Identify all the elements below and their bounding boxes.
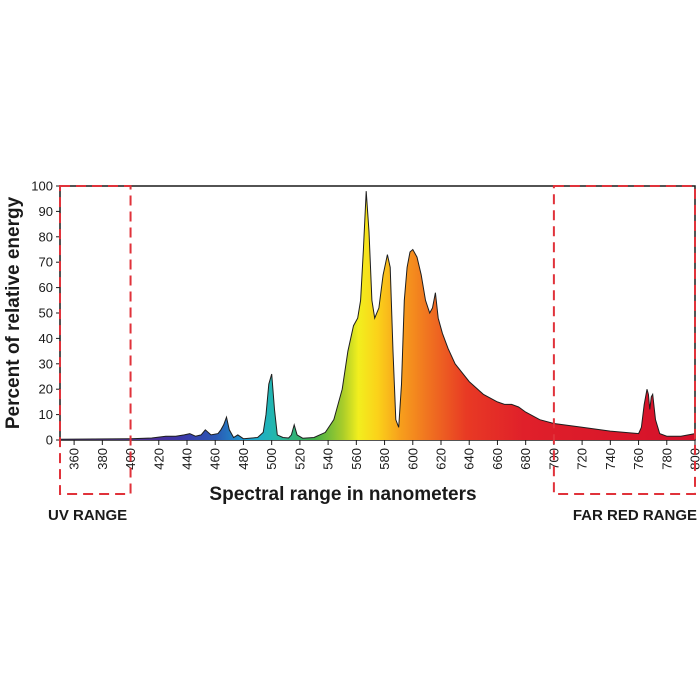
y-axis-title: Percent of relative energy: [3, 196, 24, 429]
x-tick-label: 580: [377, 448, 392, 470]
far-red-range-label: FAR RED RANGE: [573, 507, 697, 524]
x-tick-label: 360: [67, 448, 82, 470]
x-tick-label: 600: [405, 448, 420, 470]
y-tick-label: 30: [39, 356, 53, 371]
x-tick-label: 380: [95, 448, 110, 470]
x-tick-label: 780: [659, 448, 674, 470]
uv-range-label: UV RANGE: [48, 507, 127, 524]
x-axis: 360 380 400 420 440 460 480 500 520 540 560 580 600 6…: [67, 440, 700, 470]
x-tick-label: 520: [292, 448, 307, 470]
x-tick-label: 660: [490, 448, 505, 470]
y-tick-label: 20: [39, 382, 53, 397]
y-axis: 0 10 20 30 40 50 60 70 80 90 100: [31, 179, 60, 448]
uv-range-box: [59, 185, 132, 495]
far-red-range-box: [552, 185, 697, 495]
x-tick-label: 460: [208, 448, 223, 470]
x-tick-label: 480: [236, 448, 251, 470]
y-tick-label: 100: [31, 179, 53, 194]
x-tick-label: 440: [180, 448, 195, 470]
x-tick-label: 680: [518, 448, 533, 470]
x-tick-label: 760: [631, 448, 646, 470]
x-tick-label: 500: [264, 448, 279, 470]
y-tick-label: 50: [39, 306, 53, 321]
spectrum-area: [60, 191, 695, 440]
x-axis-title: Spectral range in nanometers: [209, 484, 476, 505]
y-tick-label: 60: [39, 280, 53, 295]
x-tick-label: 620: [434, 448, 449, 470]
x-tick-label: 800: [688, 448, 700, 470]
y-tick-label: 0: [46, 433, 53, 448]
x-tick-label: 560: [349, 448, 364, 470]
y-tick-label: 10: [39, 407, 53, 422]
x-tick-label: 640: [462, 448, 477, 470]
x-tick-label: 740: [603, 448, 618, 470]
y-tick-label: 70: [39, 255, 53, 270]
x-tick-label: 540: [321, 448, 336, 470]
y-tick-label: 40: [39, 331, 53, 346]
y-tick-label: 80: [39, 229, 53, 244]
x-tick-label: 420: [151, 448, 166, 470]
y-tick-label: 90: [39, 204, 53, 219]
x-tick-label: 720: [575, 448, 590, 470]
